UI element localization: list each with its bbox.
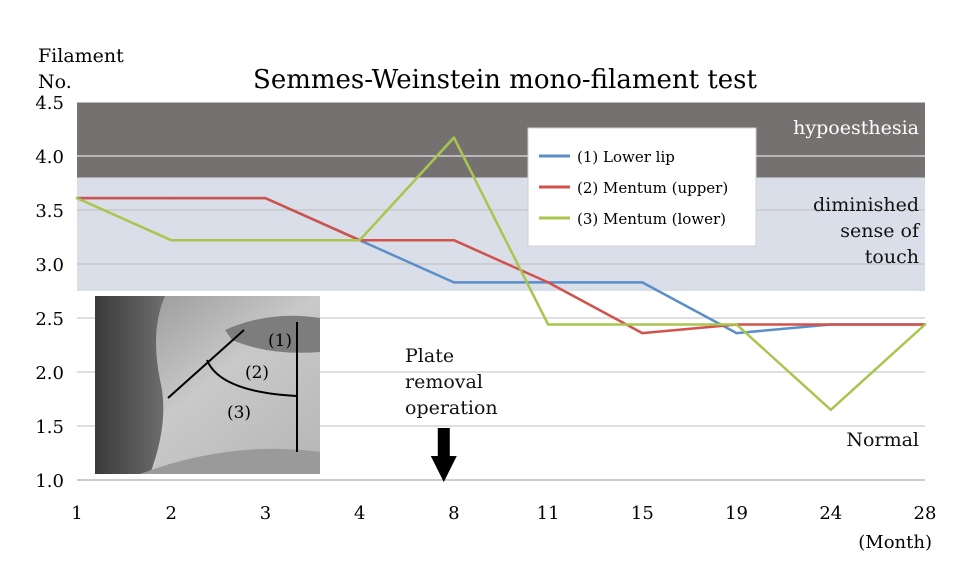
y-tick-label: 1.0 [35,471,64,492]
y-tick-label: 2.5 [35,309,64,330]
series-3-point [170,239,173,242]
x-tick-label: 2 [165,503,176,524]
series-2-point [546,281,550,284]
x-tick-label: 1 [71,503,82,524]
x-tick-label: 4 [354,503,365,524]
x-tick-label: 11 [537,503,560,524]
series-1-point [452,281,456,284]
legend-label-1: (1) Lower lip [577,148,675,166]
series-3-point [75,196,79,200]
series-lines [75,136,927,412]
series-1-point [735,331,738,335]
photo-region-line [167,329,245,399]
series-2-point [829,323,832,326]
series-3-point [735,323,738,326]
face-photo-inset: (1) (2) (3) [95,296,320,474]
series-2-point [452,239,456,242]
zone-label-diminished-line-2: sense of [840,220,921,242]
y-tick-label: 3.0 [35,255,64,276]
zone-label-diminished-line-1: diminished [813,194,919,216]
y-axis-label-line-1: Filament [38,45,124,67]
series-1-point [641,281,644,284]
y-tick-label: 4.5 [35,93,64,114]
legend-label-3: (3) Mentum (lower) [577,210,726,228]
zone-hypoesthesia [77,102,925,178]
photo-region-label-2: (2) [245,363,269,383]
photo-region-label-3: (3) [227,403,251,423]
x-tick-label: 3 [260,503,271,524]
legend-label-2: (2) Mentum (upper) [577,179,728,197]
series-line-3 [76,136,926,412]
x-tick-label: 8 [448,503,459,524]
series-line-2 [77,196,925,335]
zone-label-normal: Normal [846,429,919,451]
photo-region-label-1: (1) [268,331,292,351]
x-tick-label: 28 [914,503,937,524]
y-axis-label-line-2: No. [38,71,72,93]
annotation-plate-removal-line-2: removal [405,371,483,393]
series-3-point [923,323,927,326]
y-tick-label: 1.5 [35,417,64,438]
series-2-point [170,196,173,200]
x-axis-label: (Month) [858,532,932,553]
zone-diminished [77,177,925,291]
series-2-point [264,196,267,200]
chart-title: Semmes-Weinstein mono-filament test [253,65,757,95]
y-tick-label: 2.0 [35,363,64,384]
series-3-point [452,136,456,139]
arrow-down-icon [437,428,450,458]
series-3-point [641,323,644,326]
annotation-plate-removal-line-3: operation [405,397,498,419]
x-tick-label: 15 [631,503,654,524]
y-tick-label: 4.0 [35,147,64,168]
hair-region [95,296,165,474]
zone-label-hypoesthesia: hypoesthesia [793,117,919,139]
series-3-point [358,239,361,242]
y-tick-label: 3.5 [35,201,64,222]
series-2-point [641,331,644,335]
annotation-plate-removal-line-1: Plate [405,345,454,367]
jaw-shadow [140,448,320,474]
x-tick-label: 19 [725,503,748,524]
photo-region-arc [206,359,298,397]
series-3-point [546,323,550,326]
zone-label-diminished-line-3: touch [865,246,919,268]
arrow-down-head [430,456,457,482]
chart-text: Semmes-Weinstein mono-filament test Filam… [35,45,936,553]
series-3-point [264,239,267,242]
x-tick-label: 24 [819,503,842,524]
legend: (1) Lower lip (2) Mentum (upper) (3) Mentu… [527,127,757,247]
series-3-point [829,408,832,411]
